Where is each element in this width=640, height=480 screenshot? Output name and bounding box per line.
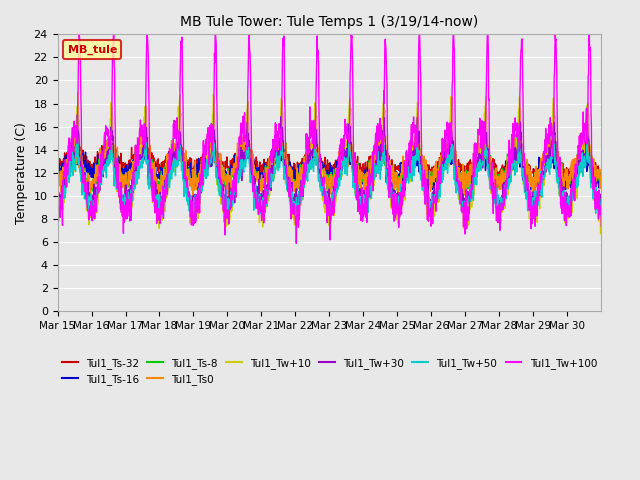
Tul1_Tw+50 bbox=[316, 171, 323, 177]
Tul1_Ts0 bbox=[538, 160, 546, 166]
Tul1_Ts-32 bbox=[591, 163, 599, 169]
Tul1_Ts0 bbox=[54, 178, 61, 184]
Tul1_Tw+30 bbox=[598, 192, 605, 198]
Tul1_Tw+30 bbox=[74, 112, 81, 118]
Tul1_Tw+100 bbox=[538, 178, 546, 183]
Tul1_Ts-32 bbox=[136, 138, 144, 144]
Tul1_Tw+10 bbox=[591, 183, 598, 189]
Tul1_Ts-8 bbox=[316, 155, 323, 161]
Line: Tul1_Tw+10: Tul1_Tw+10 bbox=[58, 92, 602, 234]
Line: Tul1_Ts-8: Tul1_Ts-8 bbox=[58, 130, 602, 200]
Tul1_Tw+50 bbox=[458, 209, 465, 215]
Legend: Tul1_Ts-32, Tul1_Ts-16, Tul1_Ts-8, Tul1_Ts0, Tul1_Tw+10, Tul1_Tw+30, Tul1_Tw+50,: Tul1_Ts-32, Tul1_Ts-16, Tul1_Ts-8, Tul1_… bbox=[58, 354, 601, 389]
Tul1_Ts0 bbox=[316, 170, 323, 176]
Tul1_Tw+100 bbox=[598, 223, 605, 229]
Tul1_Ts-8 bbox=[139, 134, 147, 140]
Tul1_Tw+100 bbox=[591, 192, 599, 198]
Tul1_Tw+30 bbox=[139, 146, 147, 152]
Tul1_Tw+50 bbox=[515, 135, 523, 141]
Tul1_Ts-16 bbox=[538, 165, 546, 171]
Tul1_Ts-16 bbox=[531, 190, 539, 196]
Tul1_Ts-32 bbox=[531, 179, 538, 184]
Tul1_Tw+100 bbox=[76, 32, 83, 37]
Title: MB Tule Tower: Tule Temps 1 (3/19/14-now): MB Tule Tower: Tule Temps 1 (3/19/14-now… bbox=[180, 15, 479, 29]
Line: Tul1_Tw+100: Tul1_Tw+100 bbox=[58, 35, 602, 243]
Tul1_Tw+50 bbox=[139, 156, 147, 162]
Tul1_Tw+10 bbox=[598, 216, 605, 221]
Tul1_Tw+30 bbox=[591, 176, 599, 182]
Tul1_Ts-8 bbox=[458, 175, 466, 181]
Tul1_Tw+10 bbox=[139, 145, 147, 151]
Line: Tul1_Ts0: Tul1_Ts0 bbox=[58, 130, 602, 207]
Tul1_Tw+30 bbox=[564, 211, 572, 217]
Tul1_Tw+50 bbox=[598, 196, 605, 202]
Tul1_Tw+50 bbox=[192, 216, 200, 222]
Tul1_Tw+100 bbox=[305, 150, 313, 156]
Tul1_Ts0 bbox=[139, 136, 147, 142]
Tul1_Ts-16 bbox=[54, 168, 61, 173]
Tul1_Tw+10 bbox=[54, 207, 61, 213]
Tul1_Ts-32 bbox=[598, 177, 605, 182]
Tul1_Ts0 bbox=[189, 204, 196, 210]
Line: Tul1_Ts-16: Tul1_Ts-16 bbox=[58, 141, 602, 193]
Tul1_Ts-32 bbox=[305, 149, 313, 155]
Tul1_Ts0 bbox=[305, 153, 313, 158]
Tul1_Tw+30 bbox=[305, 155, 313, 160]
Tul1_Ts-16 bbox=[316, 165, 323, 170]
Tul1_Ts0 bbox=[141, 127, 149, 132]
Tul1_Ts-16 bbox=[305, 157, 313, 163]
Tul1_Tw+10 bbox=[74, 89, 82, 95]
Tul1_Ts-16 bbox=[139, 151, 147, 157]
Tul1_Tw+50 bbox=[54, 195, 61, 201]
Tul1_Ts-8 bbox=[376, 127, 384, 132]
Tul1_Tw+10 bbox=[538, 173, 545, 179]
Tul1_Tw+30 bbox=[316, 172, 323, 178]
Tul1_Ts-32 bbox=[316, 151, 323, 156]
Tul1_Tw+50 bbox=[591, 192, 599, 198]
Tul1_Ts-8 bbox=[598, 175, 605, 181]
Tul1_Ts-8 bbox=[189, 197, 196, 203]
Line: Tul1_Ts-32: Tul1_Ts-32 bbox=[58, 141, 602, 181]
Tul1_Tw+10 bbox=[596, 231, 604, 237]
Tul1_Ts-32 bbox=[139, 145, 147, 151]
Tul1_Ts0 bbox=[591, 176, 599, 182]
Line: Tul1_Tw+30: Tul1_Tw+30 bbox=[58, 115, 602, 214]
Tul1_Tw+10 bbox=[458, 210, 465, 216]
Tul1_Ts-16 bbox=[591, 176, 599, 181]
Tul1_Ts-16 bbox=[598, 171, 605, 177]
Tul1_Tw+10 bbox=[316, 174, 323, 180]
Tul1_Ts-32 bbox=[54, 160, 61, 166]
Tul1_Ts-16 bbox=[203, 138, 211, 144]
Tul1_Ts-32 bbox=[538, 164, 546, 170]
Tul1_Ts-8 bbox=[305, 155, 313, 160]
Tul1_Tw+100 bbox=[139, 133, 147, 139]
Tul1_Tw+30 bbox=[54, 196, 61, 202]
Tul1_Tw+10 bbox=[305, 158, 313, 164]
Tul1_Tw+30 bbox=[458, 186, 465, 192]
Tul1_Ts-8 bbox=[54, 180, 61, 186]
Tul1_Ts-8 bbox=[591, 173, 599, 179]
Tul1_Ts0 bbox=[598, 173, 605, 179]
Tul1_Ts-8 bbox=[538, 158, 546, 164]
Tul1_Ts0 bbox=[458, 176, 466, 181]
Tul1_Tw+100 bbox=[54, 231, 61, 237]
Tul1_Tw+30 bbox=[538, 170, 545, 176]
Tul1_Ts-16 bbox=[458, 181, 465, 187]
Tul1_Tw+50 bbox=[538, 194, 546, 200]
Tul1_Tw+50 bbox=[305, 169, 313, 175]
Tul1_Tw+100 bbox=[292, 240, 300, 246]
Tul1_Ts-32 bbox=[458, 162, 465, 168]
Line: Tul1_Tw+50: Tul1_Tw+50 bbox=[58, 138, 602, 219]
Tul1_Tw+100 bbox=[316, 159, 323, 165]
Tul1_Tw+100 bbox=[458, 207, 466, 213]
Y-axis label: Temperature (C): Temperature (C) bbox=[15, 122, 28, 224]
